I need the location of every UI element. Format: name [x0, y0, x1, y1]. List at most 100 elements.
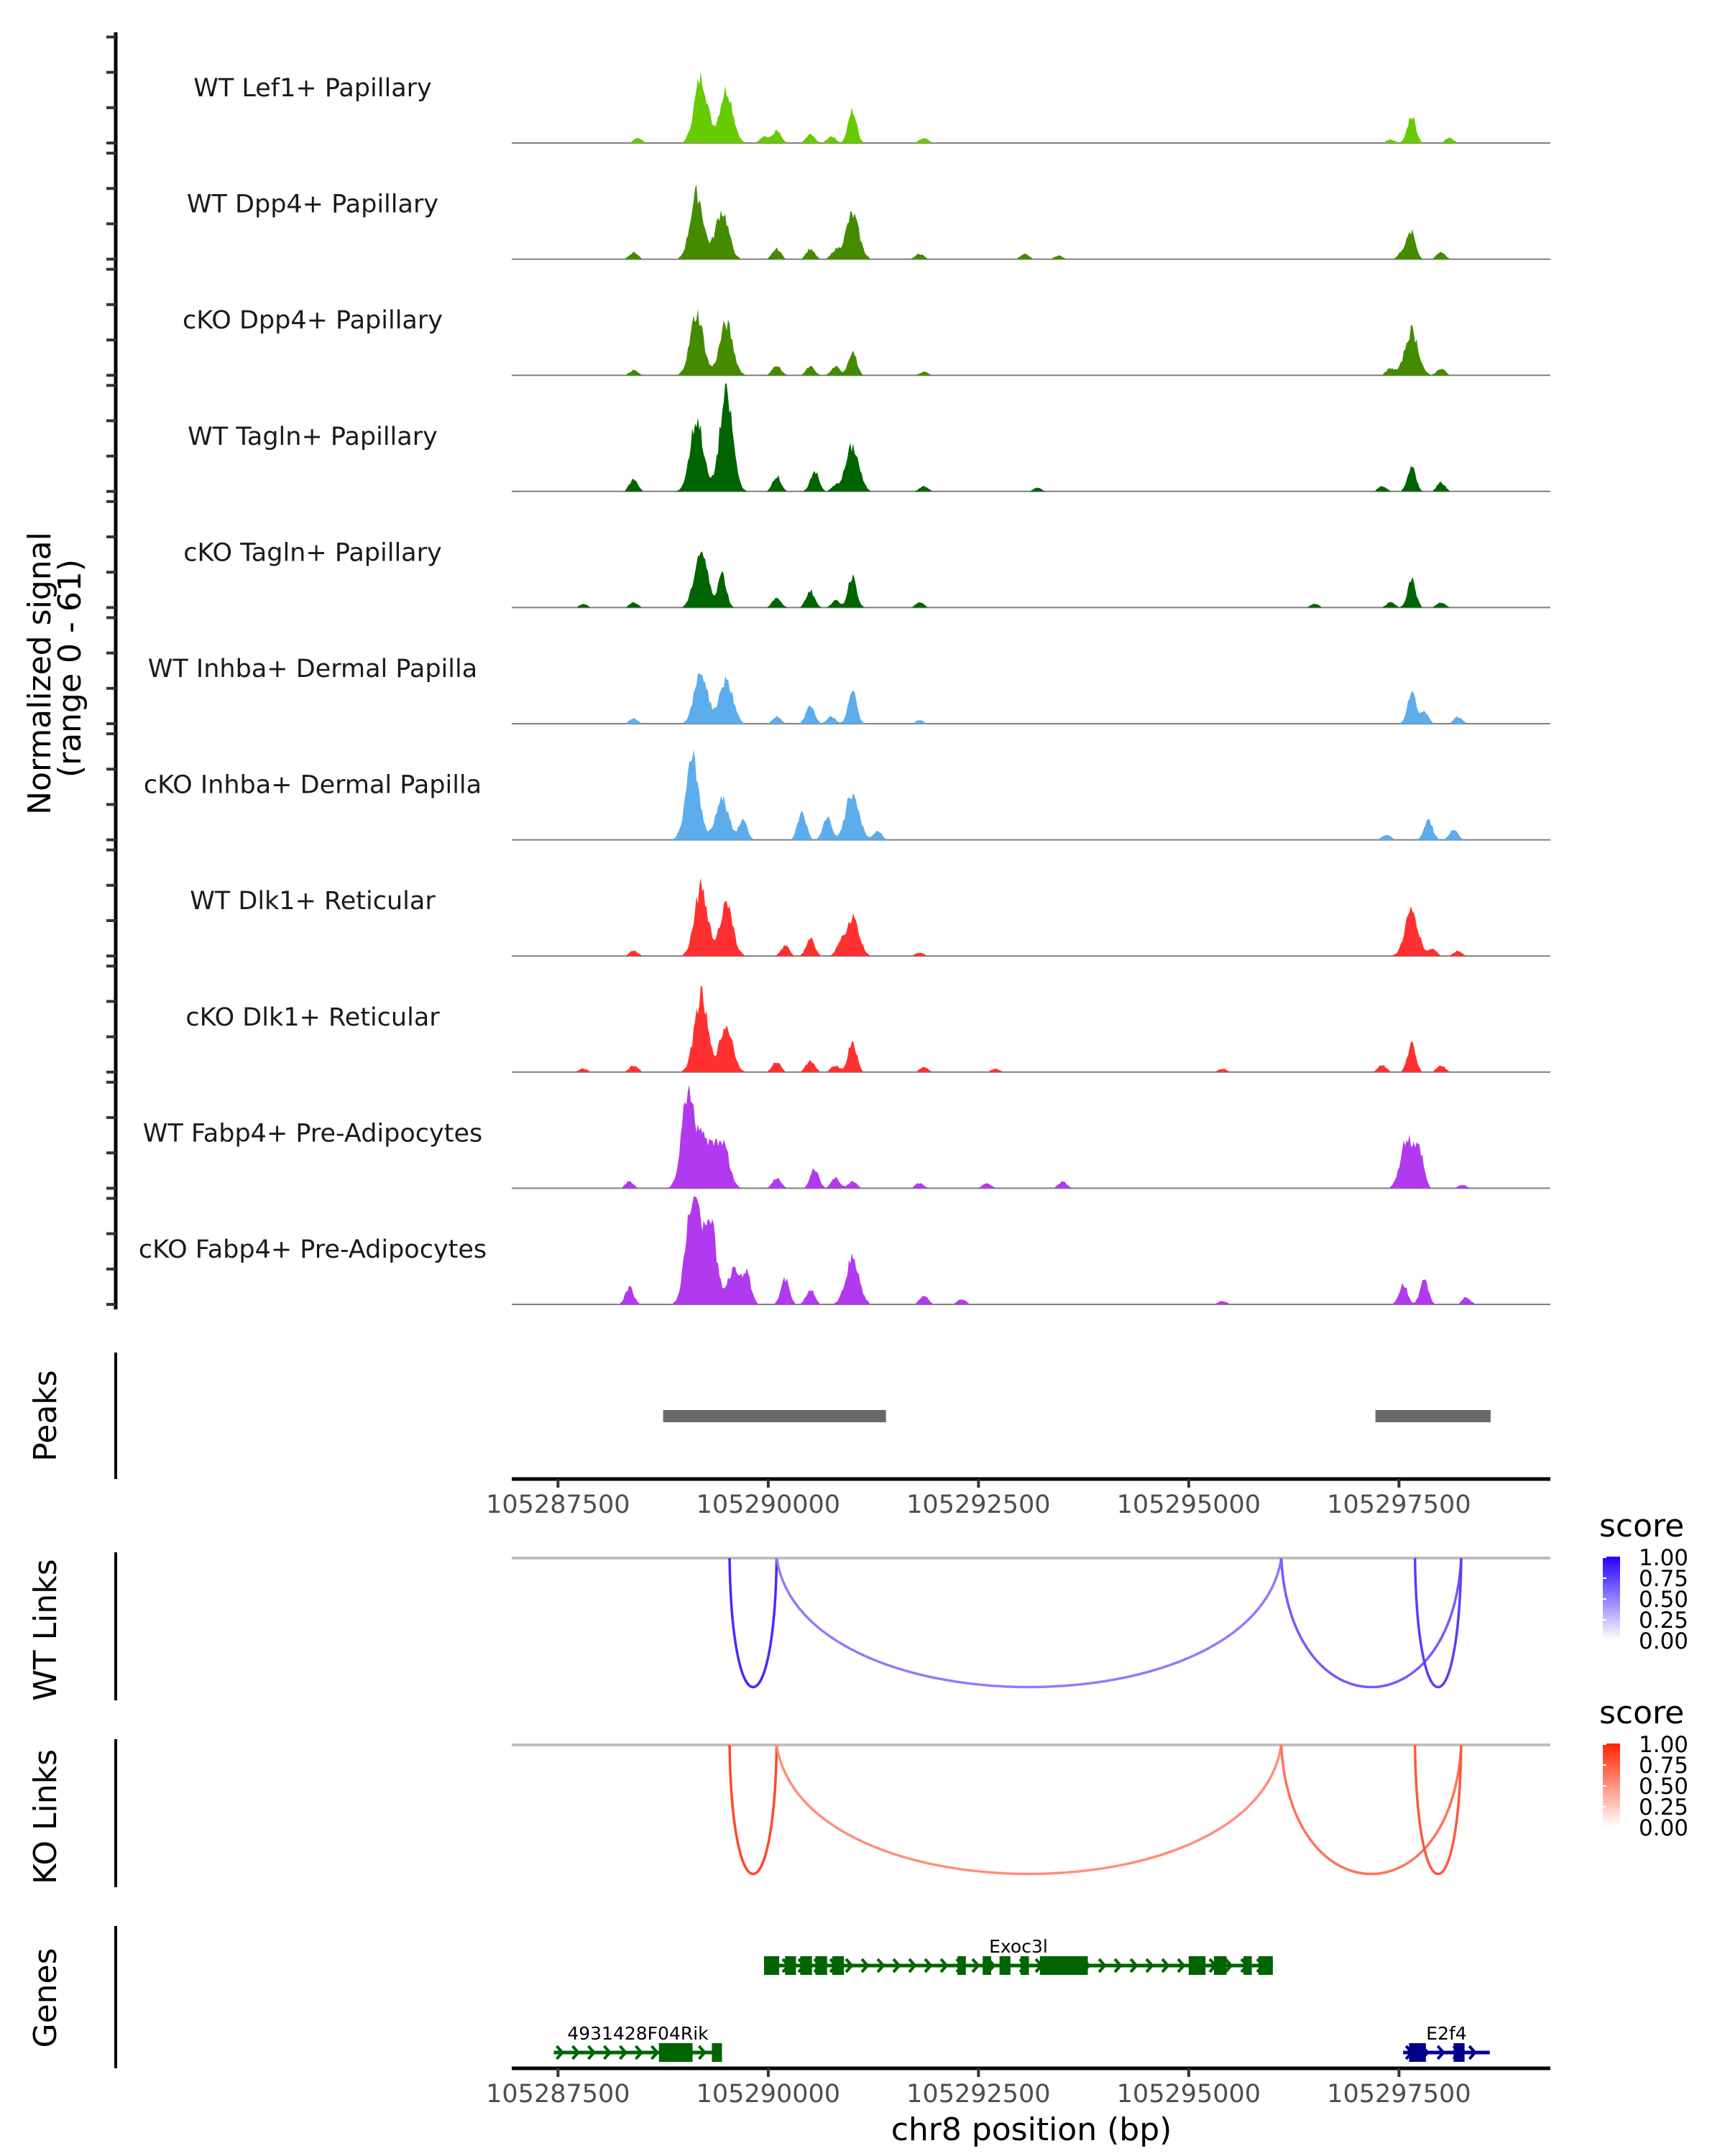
link-arc — [775, 1744, 1283, 1876]
strand-arrow — [1468, 2045, 1477, 2060]
gene-models: Exoc3l 4931428F04Rik E2f4 — [553, 1936, 1490, 2062]
gene-name-label: Exoc3l — [989, 1936, 1048, 1957]
x-axis-tick-label: 105292500 — [906, 2080, 1050, 2109]
gene-exon — [712, 2043, 722, 2062]
x-axis-tick-label: 105290000 — [696, 2080, 840, 2109]
strand-arrow — [876, 1958, 886, 1973]
peak-regions — [663, 1410, 1491, 1422]
x-axis-tick-label: 105295000 — [1117, 2080, 1261, 2109]
gene-exon — [1213, 1956, 1227, 1975]
strand-arrow — [908, 1958, 917, 1973]
gene-exon — [1243, 1956, 1252, 1975]
x-axis-tick-label: 105297500 — [1327, 1491, 1471, 1519]
coverage-area — [540, 1084, 1492, 1189]
links-track-label: WT Links — [27, 1559, 64, 1700]
x-axis-tick-label: 105287500 — [486, 1491, 630, 1519]
legend-label: 0.00 — [1639, 1815, 1688, 1841]
x-axis-top: 105287500 105290000 105292500 105295000 1052… — [486, 1477, 1550, 1519]
strand-arrow — [971, 1958, 980, 1973]
peaks-track: Peaks — [27, 1353, 1491, 1479]
link-arc — [1413, 1744, 1463, 1876]
genes-track-label: Genes — [27, 1948, 64, 2047]
strand-arrow — [1224, 1958, 1233, 1973]
strand-arrow — [892, 1958, 901, 1973]
legend-label: 0.00 — [1639, 1628, 1688, 1654]
strand-arrow — [603, 2045, 612, 2060]
gene-model: Exoc3l — [764, 1936, 1273, 1975]
strand-arrow — [1161, 1958, 1170, 1973]
coverage-area — [540, 750, 1492, 840]
coverage-track-label: cKO Tagln+ Papillary — [183, 538, 442, 567]
gene-exon — [1453, 2043, 1465, 2062]
coverage-track-label: cKO Dpp4+ Papillary — [183, 306, 443, 335]
gene-name-label: E2f4 — [1426, 2023, 1466, 2044]
coverage-area — [540, 1197, 1492, 1304]
coverage-track-label: WT Lef1+ Papillary — [193, 74, 432, 103]
legend-label: 1.00 — [1639, 1545, 1688, 1571]
y-axis-title-line-1: Normalized signal — [22, 532, 58, 815]
strand-arrow — [698, 2045, 707, 2060]
coverage-area — [540, 877, 1492, 957]
coverage-track: WT Fabp4+ Pre-Adipocytes — [143, 1084, 1550, 1189]
coverage-track: cKO Dlk1+ Reticular — [185, 985, 1550, 1073]
strand-arrow — [845, 1958, 854, 1973]
link-arc — [1279, 1557, 1463, 1689]
coverage-area — [540, 551, 1492, 608]
link-arc — [1279, 1744, 1463, 1876]
coverage-track: WT Dlk1+ Reticular — [190, 877, 1550, 957]
strand-arrow — [571, 2045, 581, 2060]
x-axis-bottom: 105287500 105290000 105292500 105295000 1052… — [486, 2066, 1550, 2109]
legend-label: 0.50 — [1639, 1587, 1688, 1613]
coverage-area — [540, 185, 1492, 259]
y-axis-title-line-2: (range 0 - 61) — [52, 559, 88, 778]
gene-exon — [1409, 2043, 1426, 2062]
coverage-track: cKO Dpp4+ Papillary — [183, 306, 1550, 377]
strand-arrow — [1113, 1958, 1123, 1973]
x-axis-tick-label: 105292500 — [906, 1491, 1050, 1519]
coverage-track-label: WT Dpp4+ Papillary — [187, 190, 438, 219]
coverage-track-label: cKO Fabp4+ Pre-Adipocytes — [139, 1235, 487, 1264]
legend-label: 0.25 — [1639, 1608, 1688, 1634]
coverage-track: cKO Tagln+ Papillary — [183, 538, 1550, 609]
legend-title: score — [1599, 1695, 1684, 1731]
gene-name-label: 4931428F04Rik — [567, 2023, 709, 2044]
strand-arrow — [1177, 1958, 1186, 1973]
strand-arrow — [1098, 1958, 1107, 1973]
gene-exon — [658, 2043, 693, 2062]
x-axis-tick-label: 105287500 — [486, 2080, 630, 2109]
strand-arrow — [924, 1958, 933, 1973]
coverage-track: WT Inhba+ Dermal Papilla — [148, 655, 1550, 724]
y-axis-title: Normalized signal (range 0 - 61) — [22, 522, 88, 815]
coverage-track-label: WT Dlk1+ Reticular — [190, 887, 436, 916]
link-arc — [775, 1557, 1283, 1689]
coverage-track-label: WT Fabp4+ Pre-Adipocytes — [143, 1119, 482, 1148]
strand-arrow — [1129, 1958, 1138, 1973]
strand-arrow — [650, 2045, 660, 2060]
strand-arrow — [587, 2045, 597, 2060]
coverage-track-label: cKO Dlk1+ Reticular — [185, 1003, 440, 1032]
coverage-area — [540, 985, 1492, 1072]
coverage-tracks: WT Lef1+ Papillary WT Dpp4+ Papillary cKO … — [139, 71, 1550, 1305]
link-arc — [728, 1557, 778, 1689]
peak-region — [1375, 1410, 1491, 1422]
coverage-track-label: cKO Inhba+ Dermal Papilla — [144, 771, 482, 800]
gene-exon — [1039, 1956, 1088, 1975]
strand-arrow — [1145, 1958, 1154, 1973]
peaks-track-label: Peaks — [27, 1370, 64, 1461]
legend-label: 0.50 — [1639, 1774, 1688, 1800]
strand-arrow — [860, 1958, 870, 1973]
gene-model: 4931428F04Rik — [553, 2023, 722, 2062]
legend-label: 1.00 — [1639, 1732, 1688, 1758]
y-axis-ticks — [106, 35, 116, 1306]
legend-title: score — [1599, 1508, 1684, 1544]
genes-track: Genes Exoc3l 4931428F04Rik E2f4 — [27, 1926, 1490, 2068]
strand-arrow — [619, 2045, 628, 2060]
gene-exon — [983, 1956, 991, 1975]
coverage-area — [540, 309, 1492, 376]
x-axis-title: chr8 position (bp) — [891, 2111, 1172, 2148]
